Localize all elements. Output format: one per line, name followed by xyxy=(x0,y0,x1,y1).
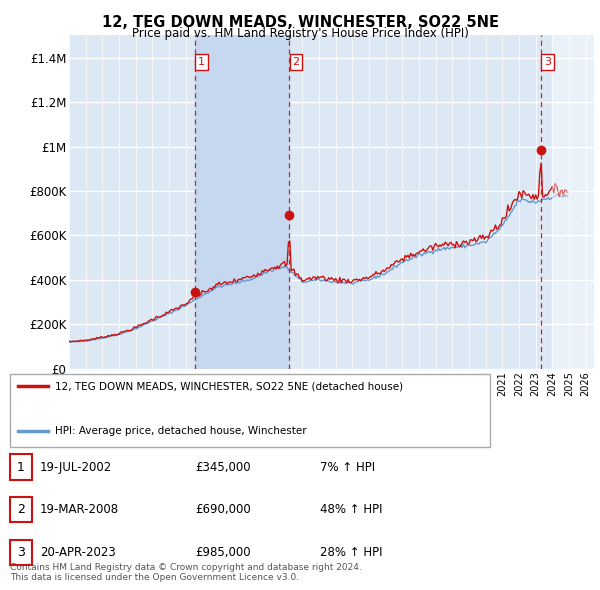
Text: 2: 2 xyxy=(293,57,299,67)
Text: £690,000: £690,000 xyxy=(195,503,251,516)
Text: 1: 1 xyxy=(198,57,205,67)
Text: 2: 2 xyxy=(17,503,25,516)
Text: 3: 3 xyxy=(17,546,25,559)
Text: 20-APR-2023: 20-APR-2023 xyxy=(40,546,116,559)
Bar xyxy=(194,35,289,369)
Bar xyxy=(10,497,32,522)
Text: 19-MAR-2008: 19-MAR-2008 xyxy=(40,503,119,516)
Text: £345,000: £345,000 xyxy=(195,461,251,474)
Text: 28% ↑ HPI: 28% ↑ HPI xyxy=(320,546,383,559)
Text: £985,000: £985,000 xyxy=(195,546,251,559)
Bar xyxy=(553,35,594,369)
Bar xyxy=(10,454,32,480)
Text: 12, TEG DOWN MEADS, WINCHESTER, SO22 5NE: 12, TEG DOWN MEADS, WINCHESTER, SO22 5NE xyxy=(101,15,499,30)
Text: 7% ↑ HPI: 7% ↑ HPI xyxy=(320,461,375,474)
Bar xyxy=(10,540,32,565)
Text: Price paid vs. HM Land Registry's House Price Index (HPI): Price paid vs. HM Land Registry's House … xyxy=(131,27,469,40)
Text: 12, TEG DOWN MEADS, WINCHESTER, SO22 5NE (detached house): 12, TEG DOWN MEADS, WINCHESTER, SO22 5NE… xyxy=(55,382,403,391)
Text: 3: 3 xyxy=(544,57,551,67)
Text: 48% ↑ HPI: 48% ↑ HPI xyxy=(320,503,383,516)
Text: 19-JUL-2002: 19-JUL-2002 xyxy=(40,461,112,474)
Text: 1: 1 xyxy=(17,461,25,474)
Text: Contains HM Land Registry data © Crown copyright and database right 2024.
This d: Contains HM Land Registry data © Crown c… xyxy=(10,563,362,582)
Text: HPI: Average price, detached house, Winchester: HPI: Average price, detached house, Winc… xyxy=(55,426,307,435)
Bar xyxy=(10,373,490,447)
